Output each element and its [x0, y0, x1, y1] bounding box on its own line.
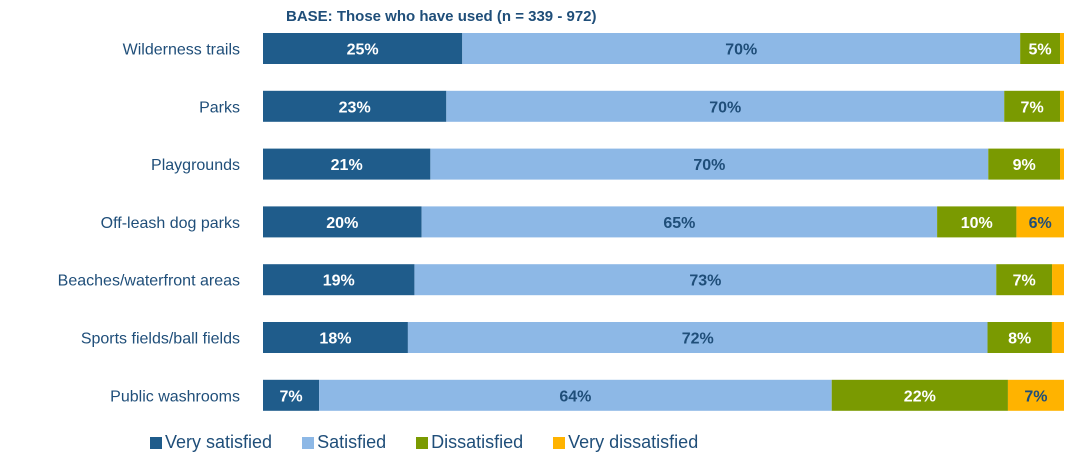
data-label: 5%: [1029, 42, 1052, 59]
bar-segment: [1060, 33, 1064, 64]
bar-segment: [446, 90, 1005, 122]
bar-segment: [1060, 148, 1064, 180]
legend-item: Satisfied: [302, 432, 386, 453]
category-label: Off-leash dog parks: [101, 215, 240, 232]
data-label: 18%: [319, 331, 351, 348]
legend: Very satisfied Satisfied Dissatisfied Very …: [150, 432, 698, 453]
data-label: 20%: [326, 215, 358, 232]
data-label: 10%: [961, 215, 993, 232]
bar-segment: [263, 206, 422, 238]
data-label: 22%: [904, 388, 936, 405]
bar-segment: [1060, 90, 1064, 122]
bar-segment: [1052, 264, 1064, 296]
legend-swatch: [150, 436, 162, 449]
plot-area: Wilderness trails 25% 70% 5% Parks 23% 70% 7% Pl…: [58, 33, 1064, 411]
bar-segment: [263, 379, 320, 411]
data-label: 64%: [559, 388, 591, 405]
bar-segment: [263, 33, 463, 64]
legend-label: Satisfied: [317, 432, 387, 452]
bar-segment: [831, 379, 1008, 411]
data-label: 65%: [663, 215, 695, 232]
bar-segment: [1016, 206, 1064, 238]
base-note: BASE: Those who have used (n = 339 - 972…: [286, 8, 597, 25]
data-label: 21%: [331, 157, 363, 174]
legend-item: Dissatisfied: [416, 432, 523, 453]
category-label: Beaches/waterfront areas: [58, 273, 240, 290]
bar-segment: [462, 33, 1021, 64]
data-label: 70%: [709, 99, 741, 116]
legend-item: Very dissatisfied: [553, 432, 698, 453]
data-label: 7%: [279, 388, 302, 405]
data-label: 7%: [1013, 273, 1036, 290]
bar-segment: [263, 90, 447, 122]
bar-segment: [263, 322, 408, 353]
legend-swatch: [553, 436, 566, 449]
bar-segment: [996, 264, 1053, 296]
data-label: 6%: [1029, 215, 1052, 232]
data-label: 23%: [339, 99, 371, 116]
data-label: 9%: [1013, 157, 1036, 174]
data-label: 73%: [689, 273, 721, 290]
bar-segment: [1007, 379, 1064, 411]
bar-segment: [407, 322, 988, 353]
legend-label: Very satisfied: [165, 432, 273, 452]
data-label: 25%: [347, 42, 379, 59]
bar-segment: [937, 206, 1017, 238]
data-label: 70%: [693, 157, 725, 174]
data-label: 70%: [725, 42, 757, 59]
bar-segment: [987, 322, 1052, 353]
bar-segment: [1020, 33, 1061, 64]
data-label: 72%: [682, 331, 714, 348]
data-label: 19%: [323, 273, 355, 290]
bar-segment: [263, 148, 431, 180]
bar-segment: [263, 264, 415, 296]
legend-item: Very satisfied: [150, 432, 272, 453]
legend-label: Very dissatisfied: [568, 432, 699, 452]
legend-label: Dissatisfied: [431, 432, 524, 452]
category-label: Wilderness trails: [123, 42, 240, 59]
category-label: Playgrounds: [151, 157, 240, 174]
bar-segment: [1051, 322, 1064, 353]
data-label: 7%: [1024, 388, 1047, 405]
stacked-bar-chart: Wilderness trails 25% 70% 5% Parks 23% 70% 7% Pl…: [58, 33, 1064, 411]
legend-swatch: [302, 436, 315, 449]
category-label: Sports fields/ball fields: [81, 331, 240, 348]
bar-segment: [421, 206, 938, 238]
bar-segment: [430, 148, 989, 180]
data-label: 8%: [1008, 331, 1031, 348]
bar-segment: [319, 379, 832, 411]
data-label: 7%: [1021, 99, 1044, 116]
category-label: Parks: [199, 99, 240, 116]
bar-segment: [1004, 90, 1061, 122]
legend-swatch: [416, 436, 429, 449]
bar-segment: [414, 264, 997, 296]
category-label: Public washrooms: [110, 388, 240, 405]
bar-segment: [988, 148, 1061, 180]
